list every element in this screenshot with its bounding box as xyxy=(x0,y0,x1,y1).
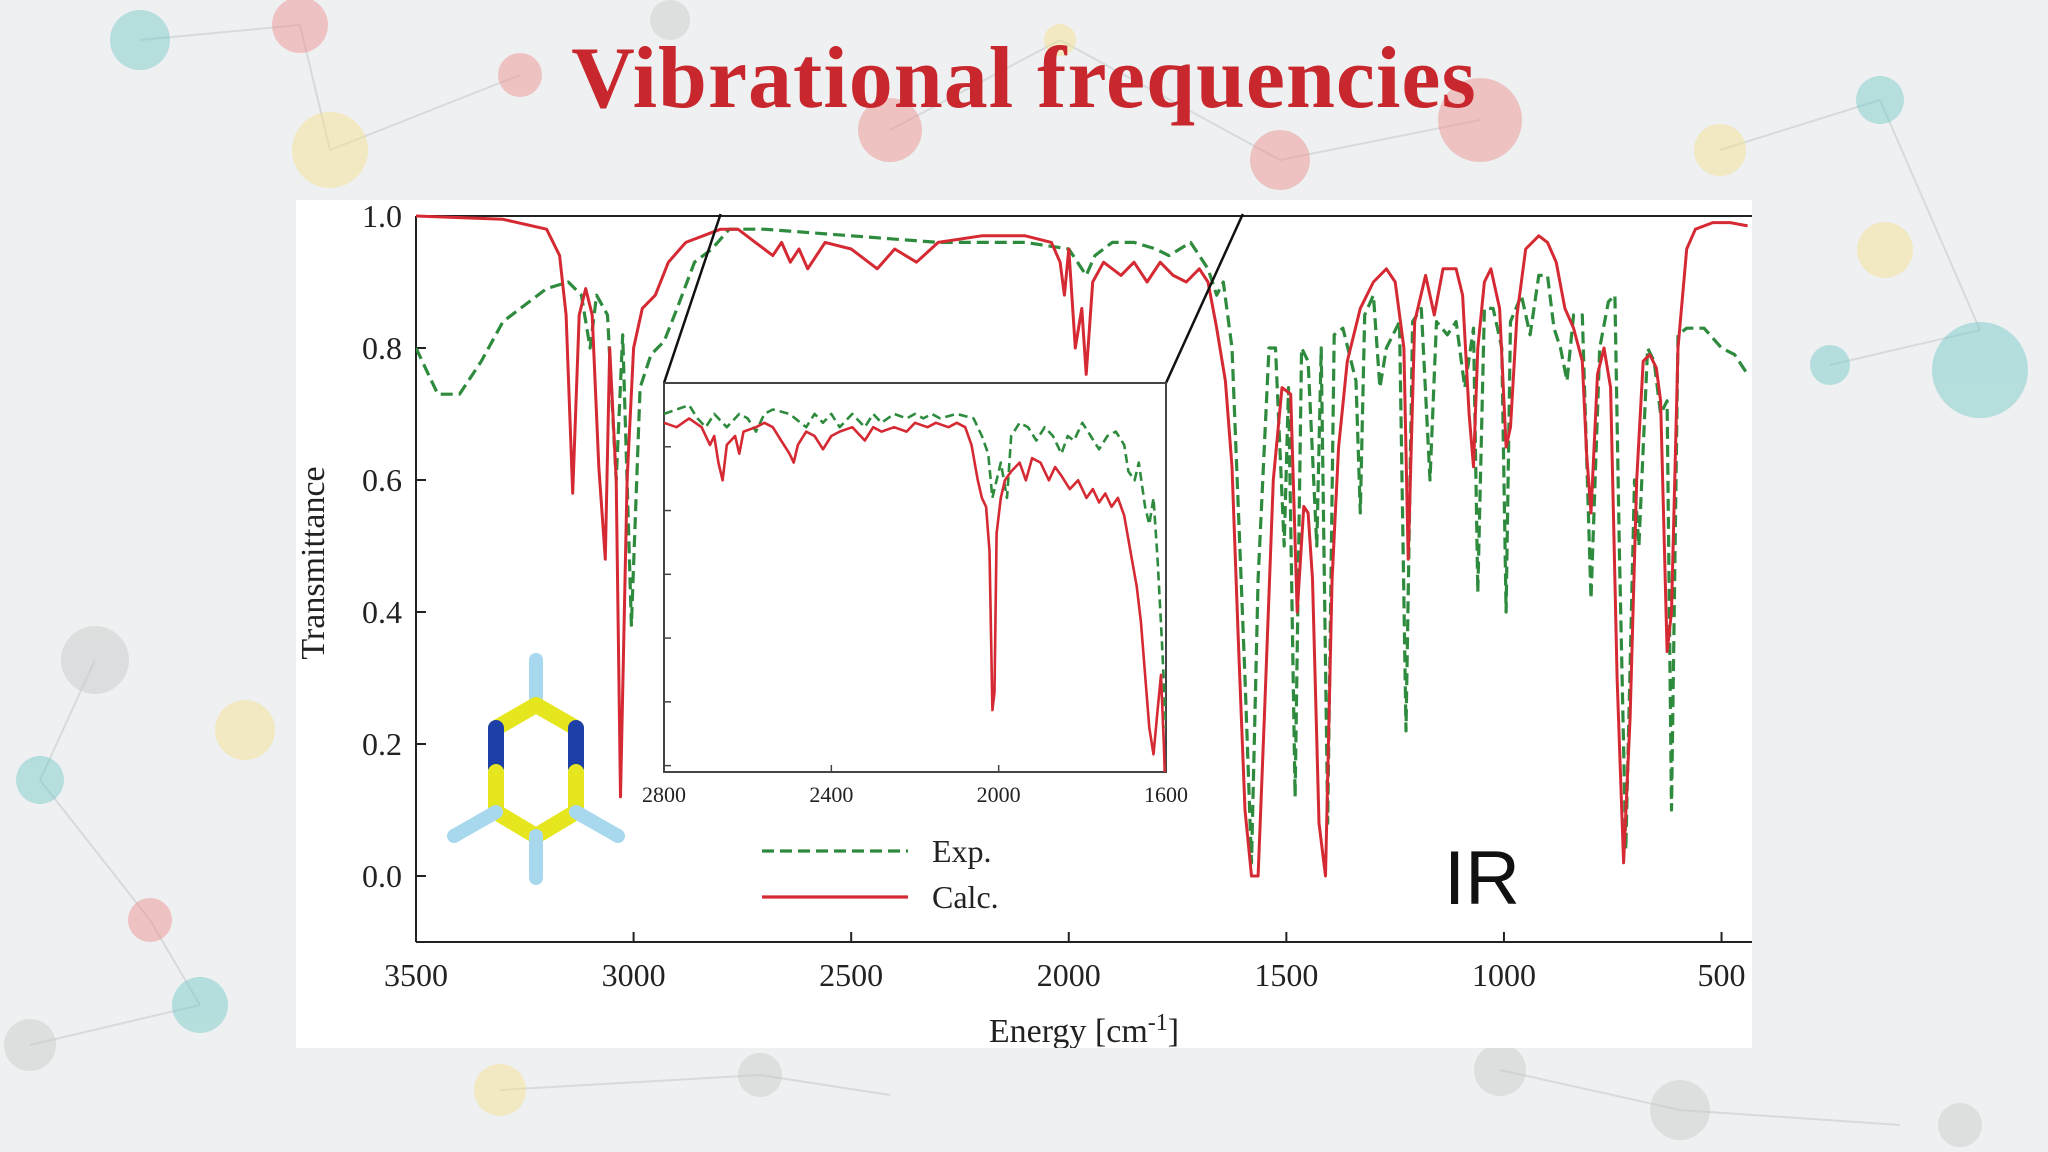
y-tick-label: 0.8 xyxy=(362,330,402,366)
x-axis-label: Energy [cm-1] xyxy=(989,1010,1179,1048)
slide-title: Vibrational frequencies xyxy=(571,30,1477,127)
inset-series-line-exp xyxy=(664,403,1166,728)
legend: Exp. Calc. xyxy=(762,833,999,915)
inset-x-tick-label: 2800 xyxy=(642,782,686,807)
ir-spectrum-figure: 0.0 0.2 0.4 0.6 0.8 1.0 3500 3000 2500 2000 1500 10… xyxy=(296,200,1752,1048)
x-tick-label: 3500 xyxy=(384,957,448,993)
y-tick-label: 1.0 xyxy=(362,200,402,234)
inset-chart: 2800 2400 2000 1600 xyxy=(642,213,1244,807)
inset-zoom-line-right xyxy=(1164,213,1244,384)
inset-x-tick-label: 1600 xyxy=(1144,782,1188,807)
pyrimidine-molecule-icon xyxy=(447,653,625,885)
inset-series-line-calc xyxy=(664,417,1166,772)
x-tick-label: 3000 xyxy=(602,957,666,993)
x-tick-label: 1500 xyxy=(1254,957,1318,993)
x-tick-label: 1000 xyxy=(1472,957,1536,993)
x-tick-label: 2500 xyxy=(819,957,883,993)
axes-layer: 0.0 0.2 0.4 0.6 0.8 1.0 3500 3000 2500 2000 1500 10… xyxy=(296,200,1752,1048)
y-tick-label: 0.4 xyxy=(362,594,402,630)
series-line-calc xyxy=(416,214,1748,878)
ir-annotation: IR xyxy=(1444,836,1520,921)
inset-x-tick-label: 2400 xyxy=(809,782,853,807)
legend-label: Calc. xyxy=(932,879,999,915)
y-tick-label: 0.6 xyxy=(362,462,402,498)
x-tick-label: 2000 xyxy=(1037,957,1101,993)
y-axis-label: Transmittance xyxy=(296,466,332,659)
inset-zoom-line-left xyxy=(662,213,722,384)
series-line-exp xyxy=(416,227,1749,865)
y-tick-label: 0.0 xyxy=(362,858,402,894)
ir-spectrum-chart: 0.0 0.2 0.4 0.6 0.8 1.0 3500 3000 2500 2000 1500 10… xyxy=(296,200,1752,1048)
inset-x-tick-label: 2000 xyxy=(977,782,1021,807)
legend-label: Exp. xyxy=(932,833,992,869)
series-layer: Exp. Calc. IR xyxy=(416,214,1749,921)
x-tick-label: 500 xyxy=(1698,957,1746,993)
inset-frame xyxy=(663,382,1167,773)
y-tick-label: 0.2 xyxy=(362,726,402,762)
